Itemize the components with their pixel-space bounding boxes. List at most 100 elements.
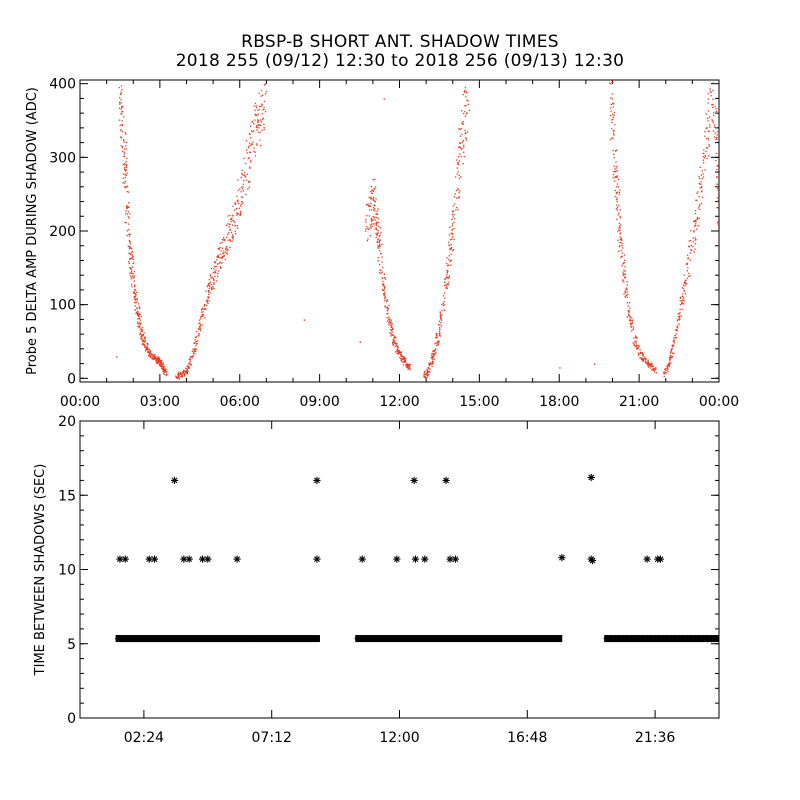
data-point — [634, 335, 637, 337]
data-point — [378, 225, 380, 227]
data-point — [120, 108, 122, 110]
data-point — [120, 80, 122, 81]
data-point — [231, 224, 234, 226]
data-point — [615, 170, 617, 172]
data-point — [694, 212, 696, 215]
data-point — [163, 367, 165, 369]
data-point — [675, 337, 678, 339]
data-point — [462, 140, 465, 142]
data-point — [632, 329, 634, 331]
data-point — [650, 363, 653, 365]
data-point — [368, 205, 370, 207]
data-point — [181, 375, 183, 377]
data-point — [165, 371, 167, 373]
data-point — [162, 362, 165, 364]
data-point — [232, 215, 234, 217]
data-point — [404, 359, 407, 362]
data-point — [696, 192, 698, 194]
data-point — [450, 248, 452, 250]
data-point — [383, 273, 386, 275]
data-point — [210, 277, 212, 279]
data-point — [446, 257, 448, 259]
data-point — [370, 220, 373, 222]
data-point — [650, 363, 652, 365]
data-point — [695, 220, 697, 223]
data-point — [249, 151, 252, 154]
data-point — [396, 350, 399, 352]
data-point — [220, 267, 222, 269]
data-point — [716, 131, 718, 133]
data-point — [383, 289, 385, 291]
data-point — [620, 232, 622, 234]
data-point — [681, 287, 683, 289]
data-point — [443, 284, 446, 287]
data-point — [450, 239, 452, 241]
data-point — [451, 214, 454, 216]
data-point — [681, 295, 684, 297]
data-point — [374, 208, 376, 210]
data-point — [381, 256, 383, 258]
data-point — [184, 370, 186, 373]
data-point — [380, 269, 382, 271]
data-point — [558, 554, 566, 562]
data-point — [616, 204, 618, 206]
data-point — [256, 144, 258, 146]
series-event-1-descent — [118, 80, 168, 376]
data-point — [458, 192, 460, 194]
data-point — [143, 336, 146, 338]
data-point — [129, 246, 131, 249]
data-point — [198, 326, 201, 328]
data-point — [256, 114, 258, 116]
data-point — [668, 365, 671, 367]
data-point — [670, 348, 672, 350]
data-point — [461, 123, 464, 125]
data-point — [448, 255, 450, 257]
data-point — [697, 191, 699, 193]
data-point — [711, 106, 714, 109]
data-point — [374, 216, 376, 218]
data-point — [440, 325, 443, 327]
data-point — [127, 191, 130, 193]
data-point — [186, 365, 188, 367]
data-point — [382, 284, 384, 286]
data-point — [699, 166, 701, 168]
data-point — [236, 212, 238, 215]
data-point — [464, 131, 467, 134]
data-point — [370, 219, 373, 221]
data-point — [381, 271, 383, 273]
data-point — [198, 328, 200, 330]
data-point — [716, 134, 718, 136]
data-point — [122, 105, 124, 108]
data-point — [387, 307, 390, 310]
data-point — [125, 165, 128, 167]
y-tick-label: 20 — [58, 414, 76, 430]
data-point — [688, 272, 690, 275]
data-point — [121, 106, 123, 108]
data-point — [213, 283, 215, 285]
data-point — [383, 297, 386, 299]
data-point — [118, 107, 121, 109]
data-point — [407, 363, 410, 366]
data-point — [636, 347, 639, 349]
data-point — [207, 289, 210, 292]
data-point — [136, 301, 138, 303]
data-point — [643, 358, 646, 360]
data-point — [611, 80, 613, 82]
data-point — [436, 337, 438, 339]
data-point — [129, 258, 131, 260]
data-point — [611, 93, 614, 95]
data-point — [675, 329, 678, 332]
data-point — [387, 312, 389, 315]
data-point — [456, 167, 458, 169]
data-point — [431, 360, 434, 363]
data-point — [611, 81, 613, 83]
data-point — [437, 340, 440, 342]
data-point — [616, 206, 619, 209]
data-point — [694, 237, 696, 239]
data-point — [402, 364, 405, 366]
data-point — [677, 325, 679, 327]
data-point — [686, 277, 689, 279]
data-point — [162, 370, 164, 373]
data-point — [623, 259, 626, 261]
data-point — [617, 230, 619, 232]
